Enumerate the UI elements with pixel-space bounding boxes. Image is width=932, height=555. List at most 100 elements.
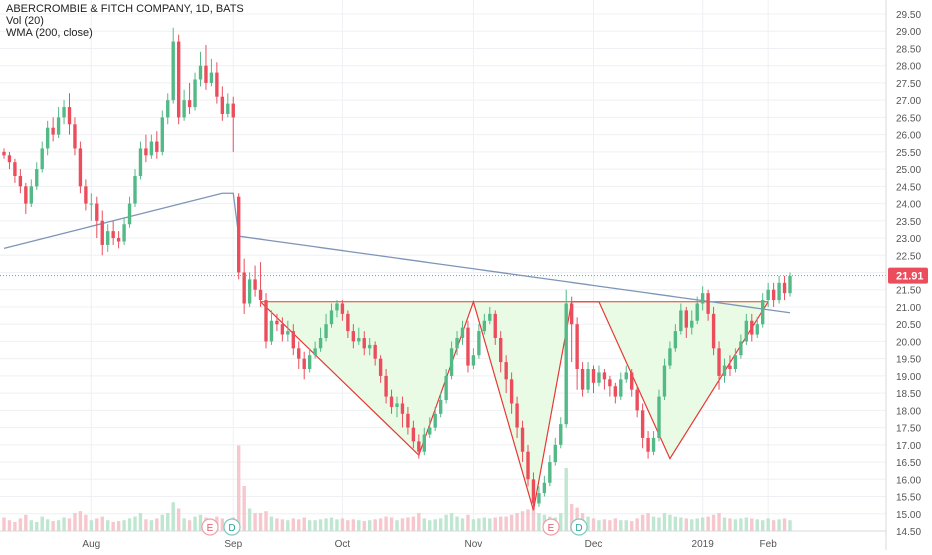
volume-bar	[422, 518, 426, 531]
volume-bar	[515, 513, 519, 531]
volume-bar	[357, 520, 361, 531]
candle-body	[460, 327, 465, 338]
candle	[711, 306, 716, 356]
y-tick-label: 26.50	[896, 113, 921, 124]
candle	[24, 182, 28, 214]
volume-bar	[171, 502, 175, 531]
candle-body	[499, 337, 503, 363]
candle	[728, 355, 732, 376]
wma-line	[3, 192, 791, 314]
candle	[133, 169, 137, 208]
candle	[668, 341, 672, 370]
candle	[515, 396, 519, 438]
candle	[575, 317, 579, 390]
candle-body	[51, 127, 55, 135]
candle	[542, 475, 547, 497]
volume-bar	[40, 516, 44, 531]
volume-bar	[133, 516, 137, 531]
legend-volume: Vol (20)	[6, 15, 44, 27]
volume-bar	[488, 518, 492, 531]
candle-body	[18, 175, 23, 187]
y-tick-label: 17.00	[896, 441, 921, 452]
volume-bar	[695, 518, 699, 531]
candle	[482, 313, 487, 335]
candle	[597, 365, 601, 387]
volume-bar	[275, 518, 279, 531]
y-tick-label: 28.50	[896, 44, 921, 55]
candle-body	[264, 300, 268, 342]
candle	[471, 348, 476, 370]
candle	[553, 437, 557, 466]
candle-body	[477, 331, 481, 356]
y-tick-label: 15.50	[896, 493, 921, 504]
volume-bar	[646, 513, 650, 531]
legend: ABERCROMBIE & FITCH COMPANY, 1D, BATS Vo…	[6, 3, 244, 39]
candle-body	[673, 331, 678, 349]
volume-bar	[237, 445, 241, 531]
candle-body	[400, 403, 405, 414]
volume-bar	[668, 514, 672, 531]
candle	[750, 313, 754, 342]
candle-body	[700, 293, 705, 304]
candle-body	[275, 320, 279, 325]
volume-bar	[116, 521, 121, 531]
candle	[499, 331, 503, 373]
candle-body	[651, 437, 656, 452]
candle-body	[67, 107, 72, 125]
y-tick-label: 28.00	[896, 62, 921, 73]
candle-body	[406, 413, 410, 428]
candle	[389, 389, 394, 414]
candle	[531, 472, 536, 511]
candle	[237, 193, 241, 280]
candle	[7, 151, 12, 170]
volume-bar	[2, 517, 6, 531]
candle	[13, 158, 17, 183]
candle	[591, 365, 596, 394]
y-tick-label: 29.00	[896, 27, 921, 38]
volume-bar	[253, 513, 257, 531]
candle	[673, 324, 678, 352]
volume-bar	[537, 513, 541, 531]
volume-bar	[313, 520, 317, 531]
volume-bar	[291, 518, 295, 531]
volume-bar	[51, 521, 55, 531]
candle-body	[346, 313, 350, 332]
candle-body	[471, 355, 476, 366]
volume-bar	[520, 511, 525, 531]
volume-bar	[307, 520, 312, 531]
candle	[717, 341, 721, 390]
volume-bar	[755, 519, 759, 531]
volume-bar	[569, 504, 574, 531]
volume-bar	[324, 518, 328, 531]
volume-bar	[193, 516, 197, 531]
candle	[744, 313, 749, 345]
candle	[318, 327, 323, 352]
candle-body	[455, 337, 459, 349]
candle-body	[444, 375, 448, 401]
candle-body	[422, 434, 426, 452]
candle	[722, 358, 727, 383]
candle	[324, 313, 328, 342]
volume-bar	[346, 520, 350, 531]
candle-body	[318, 337, 323, 349]
volume-bar	[597, 520, 601, 531]
candle	[73, 117, 77, 156]
volume-bar	[13, 522, 17, 531]
volume-bar	[750, 518, 754, 531]
x-axis: Aug Sep Oct Nov Dec 2019 Feb	[82, 539, 777, 550]
volume-bar	[62, 517, 66, 531]
volume-bar	[7, 520, 12, 531]
candle	[204, 45, 208, 90]
volume-bar	[297, 519, 301, 531]
candle-body	[2, 151, 6, 156]
candle	[504, 355, 508, 394]
candle	[215, 62, 219, 104]
candle-body	[635, 389, 639, 411]
volume-bar	[29, 520, 33, 531]
candle-body	[646, 437, 650, 452]
candle	[433, 406, 437, 432]
candle-body	[597, 372, 601, 383]
